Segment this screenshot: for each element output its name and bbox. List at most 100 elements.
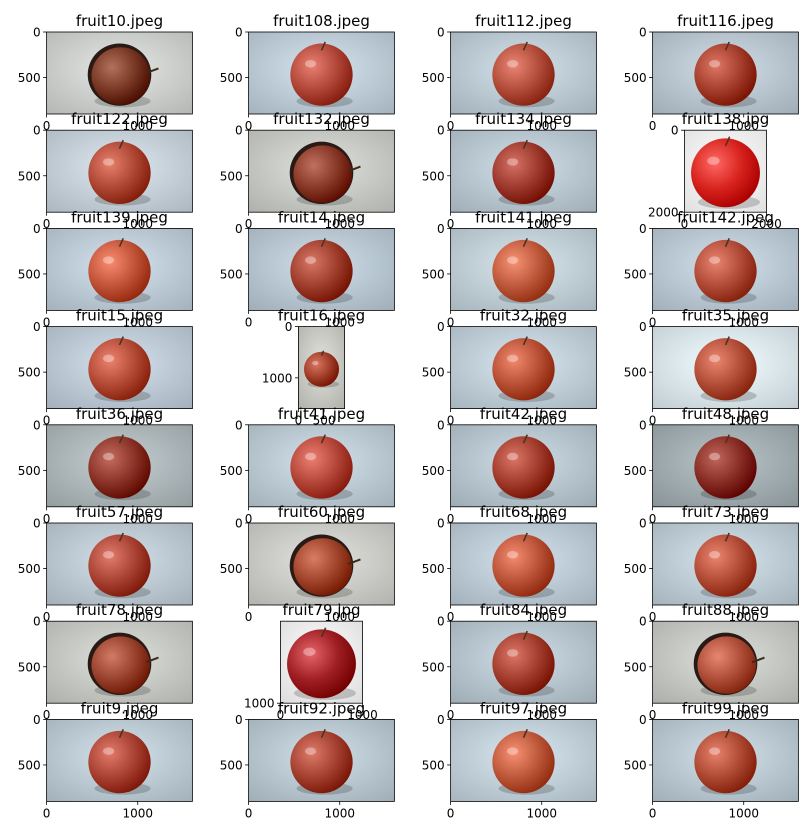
panel-title: fruit99.jpeg [682,699,769,717]
panel-title: fruit41.jpeg [278,405,365,423]
x-tick-label: 0 [447,806,455,820]
y-tick-label: 0 [33,615,41,629]
y-tick-label: 0 [639,26,647,40]
apple-highlight [507,453,518,460]
apple-body [694,43,756,105]
apple-photo [249,523,395,605]
y-tick-label: 500 [624,562,647,576]
x-tick-label: 0 [245,610,253,624]
x-tick-label: 0 [649,119,657,133]
y-tick-label: 1000 [244,697,275,711]
apple-body [290,240,352,302]
apple-body [694,436,756,498]
apple-photo [249,719,395,801]
panel-title: fruit48.jpeg [682,405,769,423]
panel-title: fruit139.jpeg [71,208,168,226]
y-tick-label: 0 [639,517,647,531]
y-tick-label: 0 [437,320,445,334]
apple-photo [451,228,597,310]
y-tick-label: 500 [422,660,445,674]
apple-photo [298,327,344,409]
y-tick-label: 500 [624,267,647,281]
panel-title: fruit112.jpeg [475,12,572,30]
y-tick-label: 0 [639,713,647,727]
apple-highlight [103,256,114,263]
y-tick-label: 0 [33,124,41,138]
apple-body [492,142,554,204]
y-tick-label: 500 [422,464,445,478]
y-tick-label: 500 [220,267,243,281]
panel-title: fruit88.jpeg [682,601,769,619]
y-tick-label: 0 [437,713,445,727]
apple-photo [47,32,193,114]
y-tick-label: 500 [422,562,445,576]
x-tick-label: 1000 [324,806,355,820]
apple-body [304,352,339,387]
y-tick-label: 500 [422,366,445,380]
y-tick-label: 500 [18,758,41,772]
panel-title: fruit10.jpeg [76,12,163,30]
y-tick-label: 0 [437,615,445,629]
y-tick-label: 0 [33,222,41,236]
y-tick-label: 0 [235,418,243,432]
apple-body [88,534,150,596]
panel-title: fruit9.jpeg [81,699,159,717]
apple-photo [249,32,395,114]
apple-highlight [103,747,114,754]
y-tick-label: 500 [18,71,41,85]
y-tick-label: 0 [235,517,243,531]
apple-body [88,142,150,204]
x-tick-label: 1000 [728,806,759,820]
y-tick-label: 1000 [262,371,293,385]
apple-highlight [507,649,518,656]
apple-photo [653,327,799,409]
apple-photo [47,523,193,605]
apple-highlight [103,551,114,558]
apple-body [293,538,352,595]
apple-body [88,240,150,302]
y-tick-label: 500 [624,758,647,772]
apple-highlight [103,355,114,362]
panel-title: fruit138.jpg [682,110,770,128]
apple-photo [451,719,597,801]
y-tick-label: 0 [235,713,243,727]
apple-highlight [507,551,518,558]
y-tick-label: 500 [220,758,243,772]
apple-highlight [709,551,720,558]
y-tick-label: 0 [639,418,647,432]
apple-photo [249,130,395,212]
y-tick-label: 500 [220,71,243,85]
x-tick-label: 0 [245,315,253,329]
y-tick-label: 500 [18,169,41,183]
apple-highlight [507,256,518,263]
apple-highlight [305,453,316,460]
apple-photo [47,327,193,409]
panel-title: fruit97.jpeg [480,699,567,717]
panel-title: fruit73.jpeg [682,503,769,521]
y-tick-label: 0 [639,615,647,629]
apple-photo [451,32,597,114]
y-tick-label: 0 [235,124,243,138]
apple-highlight [507,355,518,362]
panel-title: fruit108.jpeg [273,12,370,30]
apple-highlight [507,158,518,165]
apple-photo [653,32,799,114]
x-tick-label: 0 [245,806,253,820]
y-tick-label: 500 [18,562,41,576]
y-tick-label: 500 [422,71,445,85]
apple-body [290,731,352,793]
apple-photo [47,719,193,801]
apple-photo [653,523,799,605]
apple-highlight [103,158,114,165]
y-tick-label: 0 [235,26,243,40]
x-tick-label: 0 [649,806,657,820]
y-tick-label: 500 [220,464,243,478]
y-tick-label: 500 [624,366,647,380]
apple-photo [653,719,799,801]
apple-body [691,138,760,207]
apple-body [694,240,756,302]
apple-body [492,534,554,596]
apple-body [290,43,352,105]
apple-photo [47,621,193,703]
